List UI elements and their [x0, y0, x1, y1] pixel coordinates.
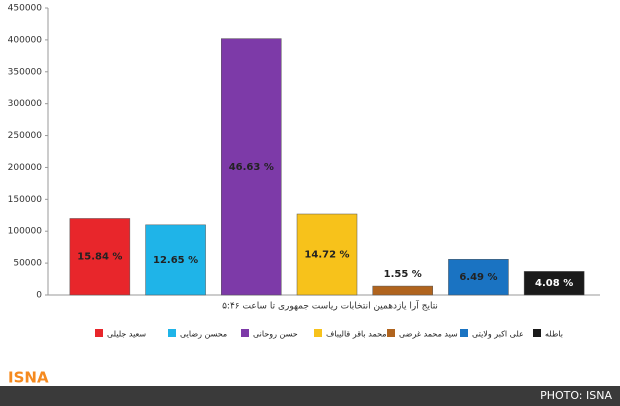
legend-swatch	[168, 329, 176, 337]
legend-swatch	[460, 329, 468, 337]
bar-label: 4.08 %	[535, 278, 573, 289]
legend-label: سید محمد غرضی	[399, 330, 458, 339]
y-tick-label: 50000	[13, 259, 42, 269]
y-tick-label: 100000	[8, 227, 43, 237]
legend-label: باطله	[545, 330, 563, 339]
legend-swatch	[533, 329, 541, 337]
bar	[523, 271, 585, 296]
legend-swatch	[95, 329, 103, 337]
bar	[372, 285, 433, 296]
legend-label: محسن رضایی	[180, 330, 227, 339]
legend-label: سعید جلیلی	[107, 330, 146, 339]
chart-title: نتایج آرا یازدهمین انتخابات ریاست جمهوری…	[222, 300, 438, 312]
y-tick-label: 250000	[8, 131, 43, 141]
legend-swatch	[387, 329, 395, 337]
y-tick-label: 450000	[8, 4, 43, 14]
bar-label: 46.63 %	[229, 162, 274, 173]
bar-label: 14.72 %	[304, 250, 349, 261]
legend-label: علی اکبر ولایتی	[472, 330, 524, 339]
legend-label: محمد باقر قالیباف	[326, 330, 387, 339]
legend-label: حسن روحانی	[253, 330, 298, 339]
footer-band	[0, 386, 620, 406]
bar	[448, 259, 509, 296]
bar	[69, 218, 131, 296]
bar	[296, 213, 358, 296]
logo: ISNA	[8, 369, 49, 387]
y-tick-label: 300000	[8, 99, 43, 109]
photo-credit: PHOTO: ISNA	[540, 389, 612, 402]
y-tick-label: 400000	[8, 35, 43, 45]
bar-label: 1.55 %	[384, 269, 422, 280]
legend-swatch	[241, 329, 249, 337]
bar-label: 15.84 %	[77, 252, 122, 263]
bar	[221, 38, 282, 296]
bar-label: 6.49 %	[459, 272, 497, 283]
legend-swatch	[314, 329, 322, 337]
y-tick-label: 200000	[8, 163, 43, 173]
y-tick-label: 350000	[8, 67, 43, 77]
y-tick-label: 0	[36, 291, 42, 301]
bar	[145, 224, 206, 296]
bar-label: 12.65 %	[153, 255, 198, 266]
y-tick-label: 150000	[8, 195, 43, 205]
